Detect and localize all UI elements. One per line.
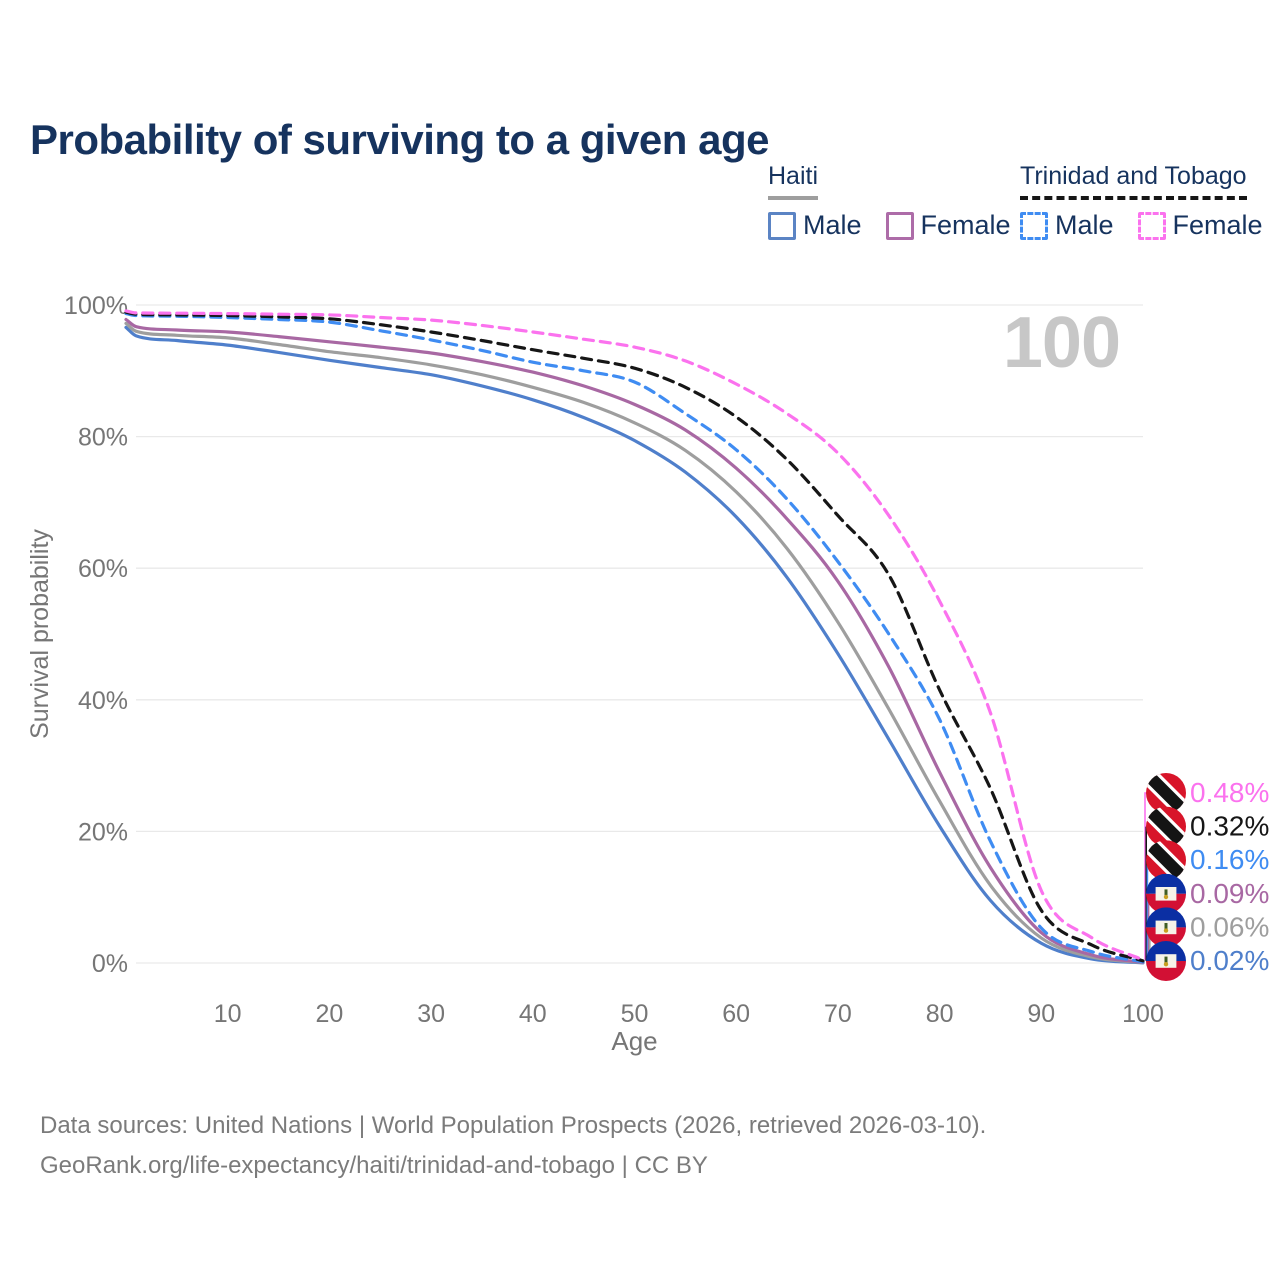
end-value-label-haiti-both: 0.06%	[1190, 911, 1269, 942]
legend-item-haiti-female[interactable]: Female	[885, 210, 1011, 241]
flag-icon-haiti	[1146, 873, 1186, 914]
x-tick-label-100: 100	[1122, 1000, 1164, 1028]
x-tick-label-50: 50	[621, 1000, 649, 1028]
y-tick-label-0: 0%	[92, 950, 128, 978]
flag-icon-trinidad-and-tobago	[1146, 840, 1186, 881]
end-value-label-tt-both: 0.32%	[1190, 811, 1269, 842]
flag-icon-haiti	[1146, 907, 1186, 948]
series-line-haiti-male	[124, 325, 1145, 965]
legend-header-haiti: Haiti	[768, 162, 819, 200]
end-value-label-tt-male: 0.16%	[1190, 844, 1269, 875]
end-label-connector-tt-female	[1144, 792, 1146, 960]
series-line-haiti-female	[124, 317, 1145, 964]
end-value-label-haiti-female: 0.09%	[1190, 878, 1269, 909]
x-tick-label-30: 30	[417, 1000, 445, 1028]
end-value-label-tt-female: 0.48%	[1190, 777, 1269, 808]
legend-item-haiti-male[interactable]: Male	[768, 210, 862, 241]
legend-group-haiti: Haiti Male Female	[768, 162, 1011, 241]
legend-swatch-haiti-male-icon	[768, 211, 796, 240]
x-axis-title: Age	[611, 1026, 657, 1056]
flag-icon-trinidad-and-tobago	[1146, 773, 1186, 813]
series-line-tt-male	[124, 312, 1145, 964]
legend-label-tt-male: Male	[1055, 210, 1114, 240]
x-tick-label-70: 70	[824, 1000, 852, 1028]
series-line-tt-both	[124, 310, 1145, 963]
flag-icon-haiti	[1146, 941, 1186, 981]
legend-group-trinidad-and-tobago: Trinidad and Tobago Male Female	[1020, 162, 1263, 241]
legend-item-tt-male[interactable]: Male	[1020, 210, 1114, 241]
legend-label-haiti-female: Female	[920, 210, 1011, 240]
series-line-tt-female	[124, 309, 1145, 962]
series-line-haiti-both	[124, 321, 1145, 965]
y-tick-label-80: 80%	[78, 424, 128, 452]
age-hover-watermark: 100	[1002, 303, 1121, 383]
y-tick-label-100: 100%	[64, 292, 128, 320]
flag-icon-trinidad-and-tobago	[1146, 806, 1186, 847]
y-axis-title: Survival probability	[26, 529, 54, 739]
legend-label-tt-female: Female	[1172, 210, 1263, 240]
footer-source-line1: Data sources: United Nations | World Pop…	[40, 1112, 987, 1139]
x-tick-label-60: 60	[722, 1000, 750, 1028]
legend-header-trinidad-and-tobago: Trinidad and Tobago	[1020, 162, 1247, 200]
y-tick-label-40: 40%	[78, 687, 128, 715]
legend-swatch-tt-female-icon	[1137, 211, 1166, 240]
y-tick-label-60: 60%	[78, 555, 128, 583]
x-tick-label-80: 80	[926, 1000, 954, 1028]
legend-label-haiti-male: Male	[803, 210, 862, 240]
x-tick-label-40: 40	[519, 1000, 547, 1028]
legend-item-tt-female[interactable]: Female	[1137, 210, 1263, 241]
legend-swatch-haiti-female-icon	[885, 211, 914, 240]
page-title: Probability of surviving to a given age	[30, 116, 769, 164]
y-tick-label-20: 20%	[78, 818, 128, 846]
x-tick-label-10: 10	[214, 1000, 242, 1028]
footer: Data sources: United Nations | World Pop…	[40, 1106, 986, 1186]
legend-swatch-tt-male-icon	[1020, 211, 1048, 240]
x-tick-label-90: 90	[1027, 1000, 1055, 1028]
x-tick-label-20: 20	[315, 1000, 343, 1028]
end-value-label-haiti-male: 0.02%	[1190, 945, 1269, 976]
footer-source-line2: GeoRank.org/life-expectancy/haiti/trinid…	[40, 1152, 708, 1179]
